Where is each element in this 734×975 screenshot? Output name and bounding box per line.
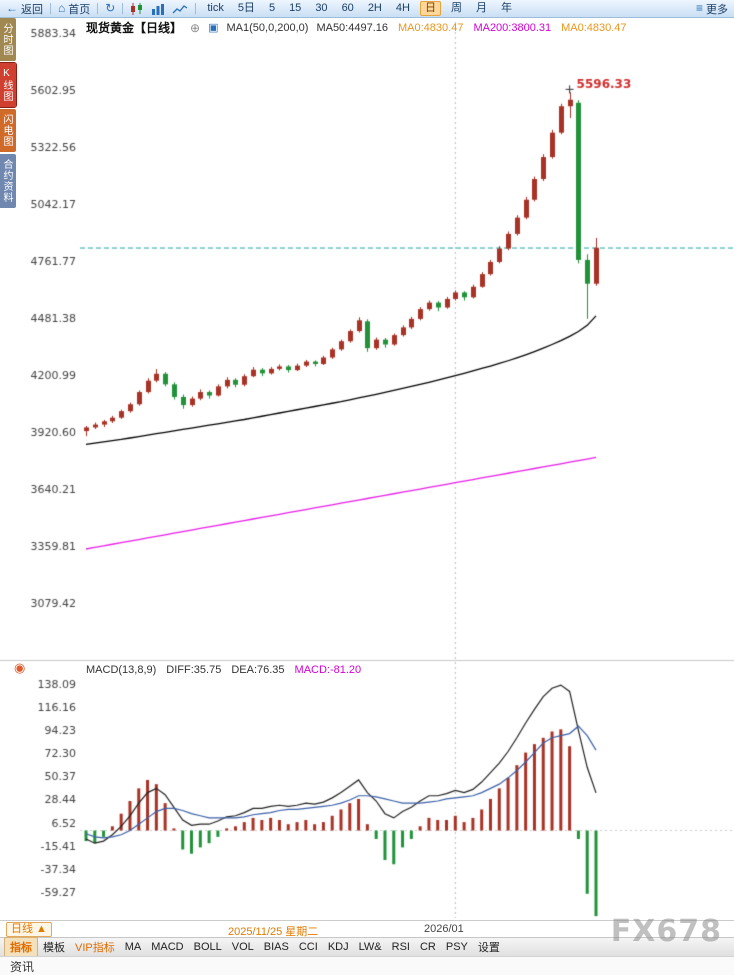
sidebar-tab-分时图[interactable]: 分时图 <box>0 18 16 61</box>
ma-config-label: MA1(50,0,200,0) <box>226 21 309 34</box>
period-chip[interactable]: 日线 ▲ <box>6 922 52 937</box>
ma-value-label: MA0:4830.47 <box>398 21 464 34</box>
footer-tab-CCI[interactable]: CCI <box>298 941 318 953</box>
period-button-日[interactable]: 日 <box>419 1 441 16</box>
toolbar-separator <box>195 3 197 14</box>
back-icon: ← <box>6 1 18 15</box>
chart-header: 现货黄金【日线】 ⊕ ▣ MA1(50,0,200,0) MA50:4497.1… <box>86 19 627 36</box>
footer-tab-VIP指标[interactable]: VIP指标 <box>75 942 115 954</box>
sidebar-tab-合约资料[interactable]: 合约资料 <box>0 154 16 208</box>
sidebar-tab-K线图[interactable]: K线图 <box>0 62 17 108</box>
ma-value-label: MA50:4497.16 <box>316 21 388 34</box>
kline-chart-icon[interactable] <box>130 2 144 15</box>
date-axis: 日线 ▲ 2025/11/25 星期二 2026/01 <box>0 920 734 938</box>
home-icon: ⌂ <box>58 1 66 15</box>
footer-tab-RSI[interactable]: RSI <box>391 941 410 953</box>
period-button-月[interactable]: 月 <box>475 2 487 14</box>
period-button-5[interactable]: 5 <box>268 2 276 14</box>
macd-header-label: MACD(13,8,9) <box>86 664 157 676</box>
footer-tab-设置[interactable]: 设置 <box>477 942 500 954</box>
footer-tabs: 指标 模板 VIP指标 MA MACD BOLL VOL BIAS CCI KDJ LW& RSI CR… <box>0 937 734 957</box>
add-indicator-icon[interactable]: ⊕ <box>190 20 201 35</box>
x-axis-label: 2025/11/25 星期二 <box>228 926 319 938</box>
instrument-name: 现货黄金 <box>86 21 135 35</box>
footer-tab-模板[interactable]: 模板 <box>43 942 65 954</box>
footer-tab-CR[interactable]: CR <box>419 941 436 953</box>
period-button-tick[interactable]: tick <box>207 2 224 14</box>
indicator-settings-icon[interactable]: ◉ <box>14 660 26 675</box>
sidebar-tab-闪电图[interactable]: 闪电图 <box>0 109 16 152</box>
period-button-5日[interactable]: 5日 <box>237 2 255 14</box>
period-button-4H[interactable]: 4H <box>395 2 410 14</box>
back-button[interactable]: ← 返回 <box>6 1 43 17</box>
toolbar-separator <box>122 3 124 14</box>
toolbar-periods: tick 5日 5 15 30 60 2H 4H 日周 月 年 <box>203 1 516 16</box>
instrument-title: 现货黄金【日线】 <box>86 19 182 36</box>
footer-tab-PSY[interactable]: PSY <box>445 941 468 953</box>
footer-tab-LW&[interactable]: LW& <box>358 941 382 953</box>
home-label: 首页 <box>68 3 91 16</box>
top-toolbar: ← 返回 ⌂ 首页 ↻ <box>0 0 734 18</box>
period-tag: 【日线】 <box>134 21 183 35</box>
line-chart-icon[interactable] <box>172 3 188 15</box>
footer-tab-指标[interactable]: 指标 <box>4 937 38 957</box>
macd-header-label: MACD:-81.20 <box>294 664 362 676</box>
period-button-周[interactable]: 周 <box>450 2 462 14</box>
home-button[interactable]: ⌂ 首页 <box>58 1 90 17</box>
period-button-60[interactable]: 60 <box>341 2 354 14</box>
macd-header-label: DIFF:35.75 <box>166 664 222 676</box>
period-button-年[interactable]: 年 <box>500 2 512 14</box>
back-label: 返回 <box>21 3 43 16</box>
period-button-30[interactable]: 30 <box>315 2 328 14</box>
macd-header: MACD(13,8,9) DIFF:35.75 DEA:76.35 MACD:-81.… <box>86 664 361 676</box>
toolbar-separator <box>50 3 51 14</box>
more-button[interactable]: ≡ 更多 <box>696 1 728 17</box>
ma-values: MA50:4497.16 MA0:4830.47 MA200:3800.31 MA0:… <box>316 22 626 34</box>
bar-chart-icon[interactable] <box>151 3 165 15</box>
menu-icon: ≡ <box>695 1 703 15</box>
footer-tab-MACD[interactable]: MACD <box>151 941 184 953</box>
ma-settings-icon[interactable]: ▣ <box>208 22 219 34</box>
period-button-15[interactable]: 15 <box>289 2 302 14</box>
footer-tab-MA[interactable]: MA <box>124 941 142 953</box>
toolbar-separator <box>97 3 99 14</box>
candlestick-macd-canvas[interactable] <box>0 0 734 920</box>
footer-tab-BOLL[interactable]: BOLL <box>193 941 222 953</box>
news-tab[interactable]: 资讯 <box>10 960 35 974</box>
footer-tab-VOL[interactable]: VOL <box>231 941 254 953</box>
macd-header-label: DEA:76.35 <box>231 664 285 676</box>
ma-value-label: MA0:4830.47 <box>561 21 627 34</box>
footer-tab-KDJ[interactable]: KDJ <box>327 941 349 953</box>
footer-tab-BIAS[interactable]: BIAS <box>263 941 289 953</box>
bottom-nav-bar: 资讯 <box>0 956 734 975</box>
x-axis-label: 2026/01 <box>424 923 464 935</box>
ma-value-label: MA200:3800.31 <box>473 21 552 34</box>
period-button-2H[interactable]: 2H <box>367 2 382 14</box>
refresh-icon[interactable]: ↻ <box>105 1 116 15</box>
left-sidebar: 分时图 K线图 闪电图合约资料 <box>0 18 17 208</box>
more-label: 更多 <box>706 3 728 16</box>
